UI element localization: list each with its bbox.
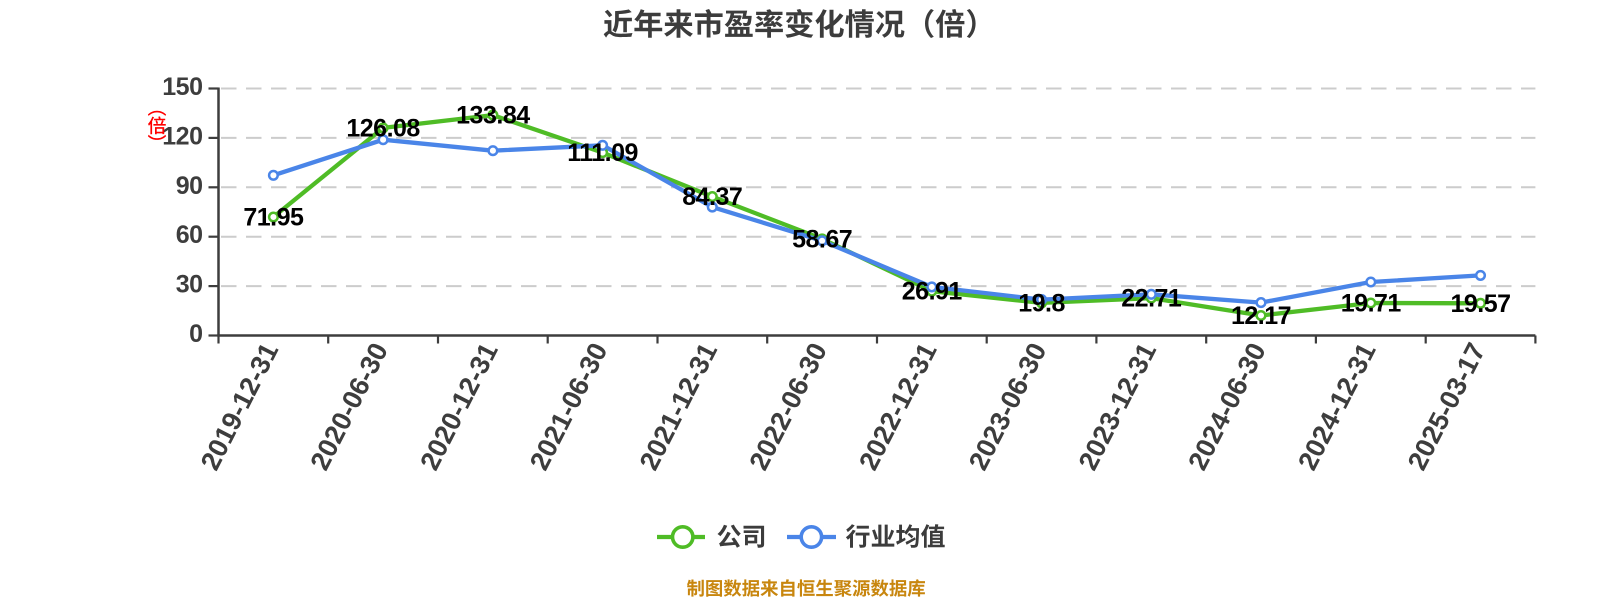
svg-text:60: 60 [176,221,203,249]
svg-text:126.08: 126.08 [346,114,420,142]
svg-text:0: 0 [189,320,202,348]
svg-text:58.67: 58.67 [792,225,852,253]
svg-text:84.37: 84.37 [682,183,742,211]
svg-text:19.57: 19.57 [1450,290,1510,318]
svg-text:12.17: 12.17 [1231,302,1291,330]
svg-text:71.95: 71.95 [243,204,304,232]
svg-text:19.71: 19.71 [1341,290,1402,318]
svg-text:150: 150 [162,73,202,101]
svg-text:133.84: 133.84 [456,102,530,130]
svg-text:90: 90 [176,172,203,200]
svg-text:30: 30 [176,271,203,299]
svg-text:111.09: 111.09 [567,139,638,167]
svg-text:22.71: 22.71 [1121,285,1182,313]
svg-text:19.8: 19.8 [1018,289,1065,317]
svg-text:120: 120 [162,122,202,150]
svg-text:26.91: 26.91 [902,278,963,306]
